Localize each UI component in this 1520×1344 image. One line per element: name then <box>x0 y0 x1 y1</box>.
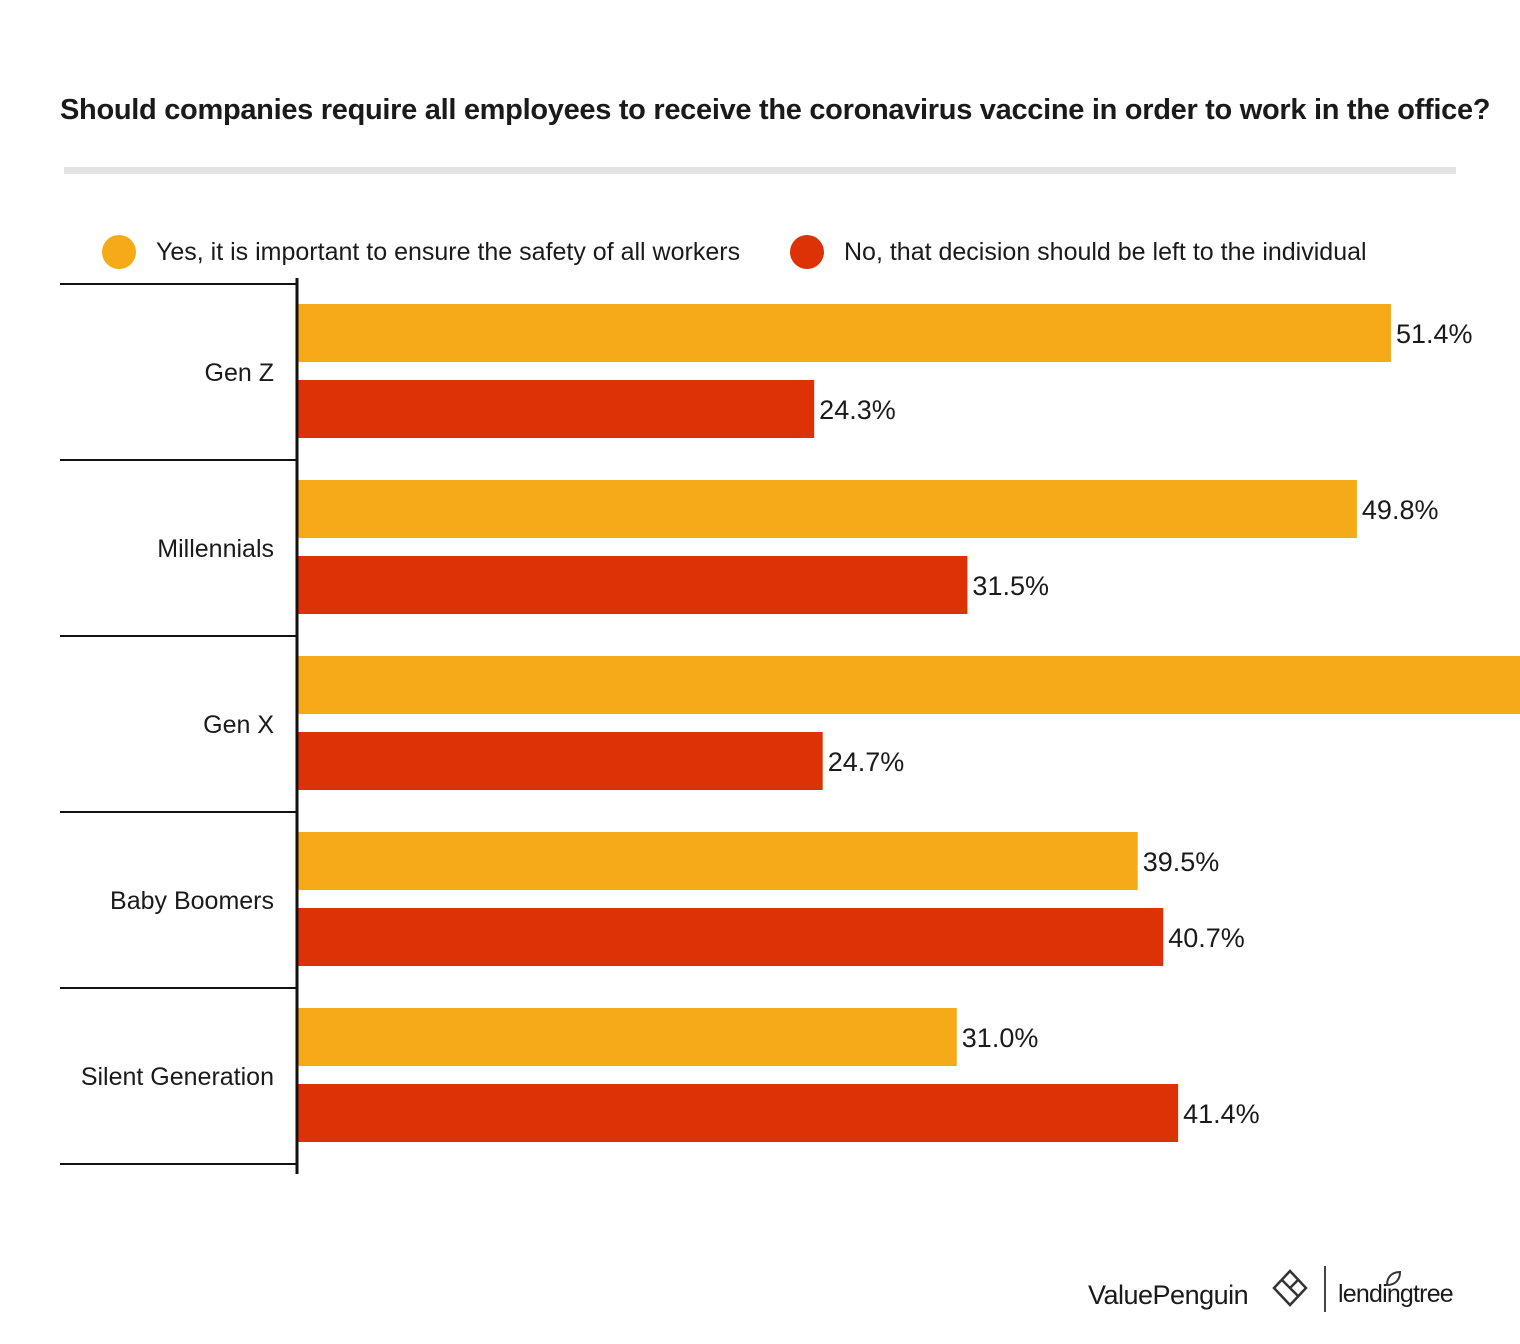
data-label: 31.0% <box>962 1023 1039 1053</box>
lendingtree-logo: lendingtree <box>1338 1280 1454 1308</box>
category-label: Baby Boomers <box>110 887 274 915</box>
bar-yes <box>297 480 1357 538</box>
bar-no <box>297 1084 1179 1142</box>
bar-yes <box>297 304 1391 362</box>
category-label: Gen X <box>203 711 274 739</box>
bar-yes <box>297 656 1520 714</box>
chart-legend: Yes, it is important to ensure the safet… <box>0 232 1520 272</box>
legend-item-no: No, that decision should be left to the … <box>790 232 1367 272</box>
title-divider <box>64 167 1456 174</box>
bar-no <box>297 380 815 438</box>
legend-swatch-yes <box>102 235 136 269</box>
bar-no <box>297 556 968 614</box>
bar-no <box>297 908 1164 966</box>
bar-chart: Gen Z 51.4% 24.3% Millennials 49.8% 31.5% Gen … <box>60 278 1520 1174</box>
data-label: 49.8% <box>1362 495 1439 525</box>
category-label: Gen Z <box>205 359 274 387</box>
data-label: 24.3% <box>819 395 896 425</box>
legend-item-yes: Yes, it is important to ensure the safet… <box>102 232 740 272</box>
logo-divider <box>1324 1266 1326 1312</box>
data-label: 39.5% <box>1143 847 1220 877</box>
legend-swatch-no <box>790 235 824 269</box>
legend-label-no: No, that decision should be left to the … <box>844 237 1367 266</box>
data-label: 40.7% <box>1168 923 1245 953</box>
chart-title: Should companies require all employees t… <box>60 94 1491 126</box>
category-label: Silent Generation <box>81 1063 274 1091</box>
data-label: 24.7% <box>828 747 905 777</box>
category-label: Millennials <box>157 535 274 563</box>
leaf-icon <box>1385 1270 1402 1287</box>
valuepenguin-logo: ValuePenguin <box>1088 1280 1249 1310</box>
legend-label-yes: Yes, it is important to ensure the safet… <box>156 237 741 266</box>
brand-logos: ValuePenguin lendingtree <box>1088 1262 1468 1318</box>
valuepenguin-icon <box>1272 1269 1308 1307</box>
bar-yes <box>297 1008 957 1066</box>
bar-yes <box>297 832 1138 890</box>
data-label: 31.5% <box>972 571 1049 601</box>
data-label: 51.4% <box>1396 319 1473 349</box>
data-label: 41.4% <box>1183 1099 1260 1129</box>
bar-no <box>297 732 823 790</box>
